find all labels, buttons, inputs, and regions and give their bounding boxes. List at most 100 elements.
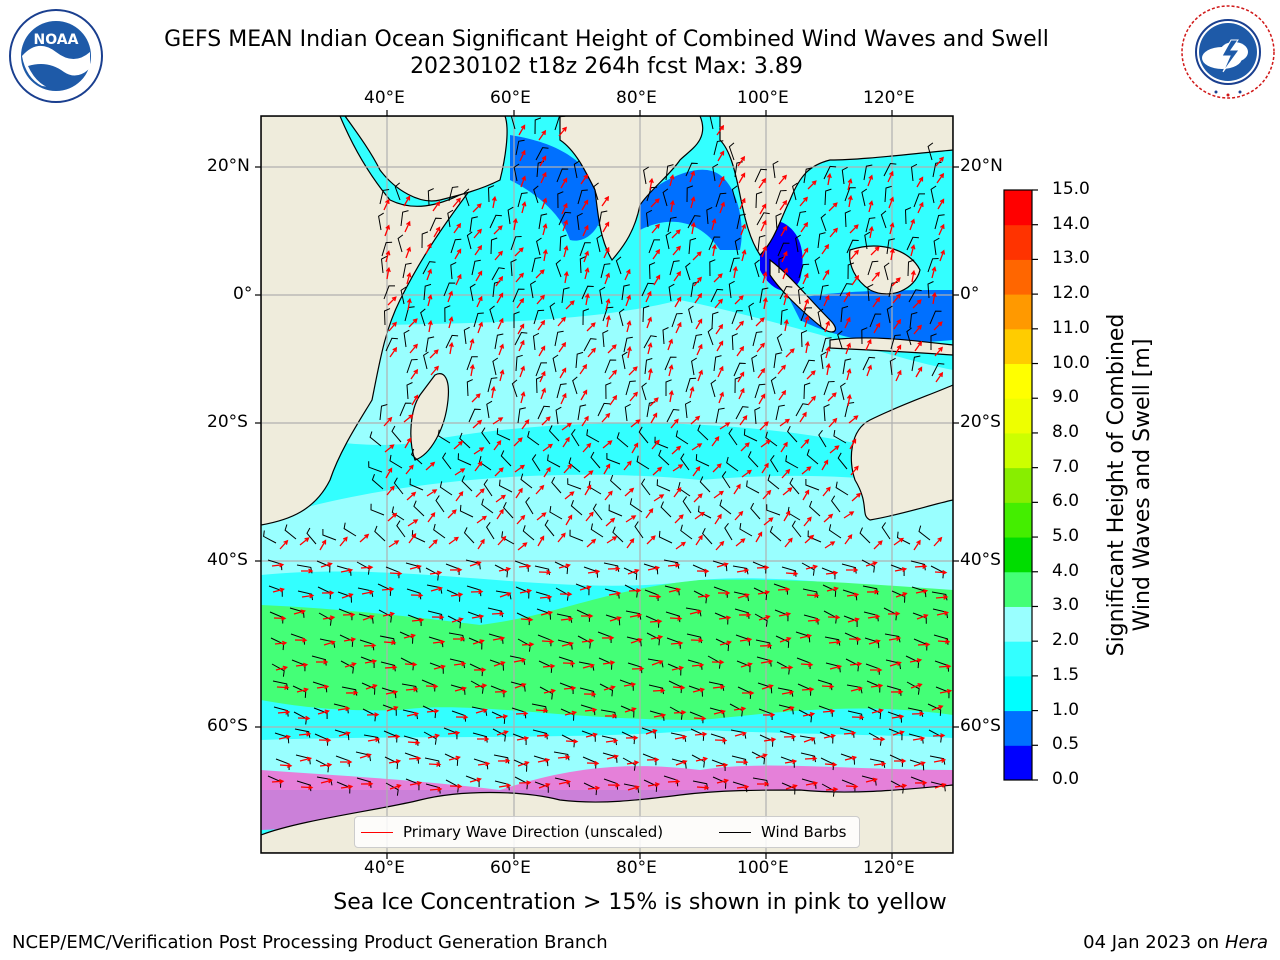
wave-direction-arrow (821, 683, 835, 689)
wind-barb (911, 355, 921, 372)
wave-direction-arrow (893, 537, 904, 546)
wind-barb (648, 684, 664, 695)
wave-direction-arrow (516, 514, 526, 525)
wave-direction-arrow (319, 539, 327, 551)
wave-direction-arrow (757, 367, 766, 379)
wave-direction-arrow (716, 124, 725, 136)
wave-direction-arrow (895, 592, 908, 598)
wave-direction-arrow (780, 225, 788, 237)
wave-direction-arrow (847, 617, 860, 623)
wave-direction-arrow (649, 619, 663, 624)
wave-direction-arrow (893, 318, 902, 330)
wind-barb (435, 495, 445, 513)
wind-barb (311, 655, 327, 666)
wind-barb (820, 351, 827, 370)
wave-direction-arrow (713, 490, 724, 499)
wind-barb (437, 429, 451, 444)
wave-direction-arrow (931, 291, 937, 305)
wind-barb (904, 207, 912, 225)
wind-barb (273, 706, 289, 717)
wave-direction-arrow (404, 220, 411, 233)
colorbar-tick-label: 12.0 (1052, 283, 1090, 304)
wave-direction-arrow (735, 320, 744, 331)
wind-barb (555, 259, 562, 278)
wave-direction-arrow (411, 394, 419, 406)
wind-barb (534, 117, 542, 135)
wind-barb (777, 687, 794, 697)
wave-direction-arrow (455, 714, 469, 720)
wave-direction-arrow (777, 587, 791, 592)
wave-direction-arrow (828, 639, 842, 645)
wind-barb (356, 777, 372, 788)
wave-direction-arrow (316, 659, 329, 665)
wind-barb (532, 332, 540, 351)
wind-barb (884, 633, 901, 643)
wave-direction-arrow (894, 344, 902, 356)
wave-direction-arrow (823, 294, 830, 307)
wind-barb (772, 160, 779, 179)
wind-barb (535, 362, 547, 377)
wave-direction-arrow (821, 243, 830, 255)
wind-barb (846, 239, 859, 254)
wave-direction-arrow (541, 197, 548, 210)
wind-barb (383, 285, 395, 300)
wind-barb (409, 478, 424, 491)
wave-direction-arrow (601, 195, 610, 207)
wind-barb (931, 362, 945, 377)
wave-direction-arrow (761, 245, 768, 258)
wave-direction-arrow (387, 734, 401, 740)
wind-barb (478, 455, 492, 471)
wave-direction-arrow (917, 201, 924, 214)
wave-direction-arrow (626, 760, 640, 766)
wave-direction-arrow (449, 567, 463, 573)
wave-direction-arrow (758, 615, 771, 621)
wave-direction-arrow (888, 196, 895, 209)
wave-direction-arrow (584, 267, 590, 280)
wave-direction-arrow (408, 318, 418, 328)
wave-direction-arrow (742, 690, 755, 696)
wave-direction-arrow (741, 249, 747, 262)
wave-direction-arrow (828, 202, 838, 212)
wind-barb (568, 457, 581, 473)
wind-barb (514, 331, 528, 346)
wave-direction-arrow (476, 515, 487, 524)
wind-barb (805, 479, 820, 491)
colorbar-segment (1004, 224, 1032, 260)
wave-direction-arrow (603, 685, 616, 691)
wave-direction-arrow (843, 730, 857, 736)
wave-direction-arrow (453, 222, 462, 234)
wave-direction-arrow (451, 617, 464, 623)
wind-barb (692, 334, 703, 350)
wind-barb (734, 608, 750, 619)
wind-barb (625, 380, 636, 396)
wind-barb (616, 432, 629, 448)
wind-barb (685, 262, 691, 281)
wave-direction-arrow (586, 538, 597, 548)
wave-direction-arrow (602, 221, 610, 233)
wave-direction-arrow (911, 711, 925, 717)
wind-barb (556, 613, 573, 623)
wind-barb (427, 188, 434, 206)
wave-direction-arrow (783, 293, 789, 306)
wave-direction-arrow (299, 756, 313, 762)
wave-direction-arrow (601, 635, 615, 641)
wind-barb (638, 426, 649, 444)
wave-direction-arrow (543, 466, 551, 478)
wind-barb (466, 231, 473, 250)
wind-barb (371, 474, 384, 490)
wind-barb (491, 267, 505, 281)
wave-direction-arrow (914, 564, 928, 569)
wave-direction-arrow (388, 759, 402, 764)
wave-direction-arrow (431, 614, 445, 620)
wave-direction-arrow (763, 737, 777, 743)
wind-barb (463, 188, 470, 207)
wave-direction-arrow (691, 662, 705, 668)
wind-barb (685, 377, 697, 393)
wave-direction-arrow (564, 710, 578, 716)
wave-direction-arrow (712, 463, 722, 473)
wave-direction-arrow (646, 757, 660, 763)
wave-direction-arrow (454, 686, 467, 692)
wave-direction-arrow (381, 586, 395, 592)
wave-direction-arrow (763, 517, 774, 526)
wave-direction-arrow (780, 441, 788, 453)
